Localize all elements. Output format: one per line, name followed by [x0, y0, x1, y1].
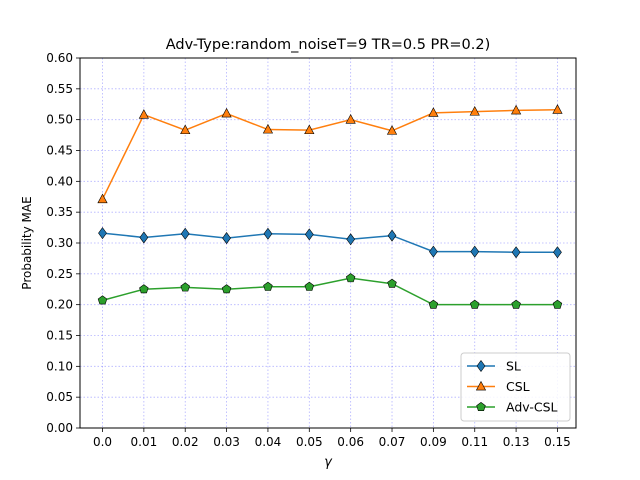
x-tick-label: 0.01 — [131, 435, 158, 449]
x-tick-label: 0.0 — [93, 435, 112, 449]
data-point-adv-csl — [511, 299, 521, 309]
y-tick-label: 0.20 — [46, 298, 73, 312]
data-point-sl — [429, 245, 438, 258]
data-point-csl — [304, 124, 315, 135]
x-tick-label: 0.02 — [172, 435, 199, 449]
data-point-adv-csl — [552, 299, 563, 309]
data-point-csl — [138, 109, 149, 119]
y-axis-label: Probability MAE — [20, 196, 34, 289]
data-point-adv-csl — [180, 282, 190, 292]
y-tick-label: 0.35 — [46, 205, 73, 219]
data-point-sl — [263, 227, 273, 240]
data-point-csl — [97, 193, 108, 204]
data-point-adv-csl — [263, 281, 273, 291]
y-tick-label: 0.00 — [46, 421, 73, 435]
data-point-sl — [346, 233, 356, 246]
series-line-sl — [102, 232, 558, 253]
y-tick-label: 0.10 — [46, 359, 73, 373]
y-tick-label: 0.15 — [46, 329, 73, 343]
x-tick-label: 0.13 — [503, 435, 530, 449]
axes: 0.0 0.01 0.02 0.03 0.04 0.05 0.06 0.07 0.09 0.11 0… — [46, 51, 571, 449]
legend-label-csl: CSL — [506, 379, 530, 394]
series-line-csl — [101, 109, 558, 200]
legend-marker-adv-csl — [476, 402, 486, 412]
data-point-sl — [470, 245, 480, 258]
data-point-sl — [222, 232, 231, 245]
data-point-csl — [221, 107, 232, 118]
data-point-adv-csl — [304, 281, 315, 291]
y-tick-label: 0.30 — [46, 236, 73, 250]
legend-label-adv-csl: Adv-CSL — [506, 400, 558, 415]
data-point-adv-csl — [470, 299, 480, 309]
y-tick-label: 0.45 — [46, 144, 73, 158]
data-point-sl — [553, 246, 562, 259]
data-point-adv-csl — [221, 284, 232, 294]
data-point-csl — [510, 104, 522, 115]
data-point-sl — [304, 228, 314, 241]
data-point-sl — [387, 229, 397, 242]
series-line-adv-csl — [102, 277, 558, 306]
y-tick-label: 0.55 — [46, 82, 73, 96]
data-point-adv-csl — [428, 299, 439, 309]
legend-marker-sl — [476, 359, 486, 373]
data-point-sl — [98, 227, 107, 240]
legend-marker-csl — [475, 380, 487, 391]
data-point-csl — [180, 124, 191, 135]
data-point-adv-csl — [139, 284, 149, 294]
x-tick-label: 0.03 — [213, 435, 240, 449]
data-point-adv-csl — [97, 295, 108, 305]
data-point-sl — [180, 227, 190, 240]
y-tick-label: 0.05 — [46, 390, 73, 404]
data-point-csl — [345, 114, 356, 124]
y-tick-label: 0.50 — [46, 113, 73, 127]
x-tick-label: 0.15 — [544, 435, 571, 449]
series-layer — [97, 104, 563, 309]
x-tick-label: 0.05 — [296, 435, 323, 449]
data-point-csl — [428, 107, 439, 117]
x-tick-label: 0.07 — [379, 435, 406, 449]
y-tick-label: 0.25 — [46, 267, 73, 281]
x-axis-label: γ — [324, 455, 333, 470]
data-point-csl — [469, 106, 480, 116]
data-point-sl — [511, 246, 521, 259]
data-point-sl — [139, 231, 149, 244]
x-tick-label: 0.04 — [255, 435, 282, 449]
data-point-csl — [552, 104, 563, 114]
chart-title: Adv-Type:random_noiseT=9 TR=0.5 PR=0.2) — [166, 37, 490, 53]
legend: SL CSL Adv-CSL — [460, 352, 571, 422]
y-tick-label: 0.60 — [46, 51, 73, 65]
data-point-adv-csl — [345, 273, 356, 283]
x-tick-label: 0.11 — [461, 435, 488, 449]
y-tick-label: 0.40 — [46, 174, 73, 188]
legend-box — [460, 352, 571, 422]
x-tick-label: 0.09 — [420, 435, 447, 449]
x-tick-label: 0.06 — [337, 435, 364, 449]
data-point-csl — [386, 125, 398, 135]
legend-label-sl: SL — [506, 359, 521, 374]
data-point-csl — [262, 123, 274, 134]
data-point-adv-csl — [387, 278, 397, 288]
